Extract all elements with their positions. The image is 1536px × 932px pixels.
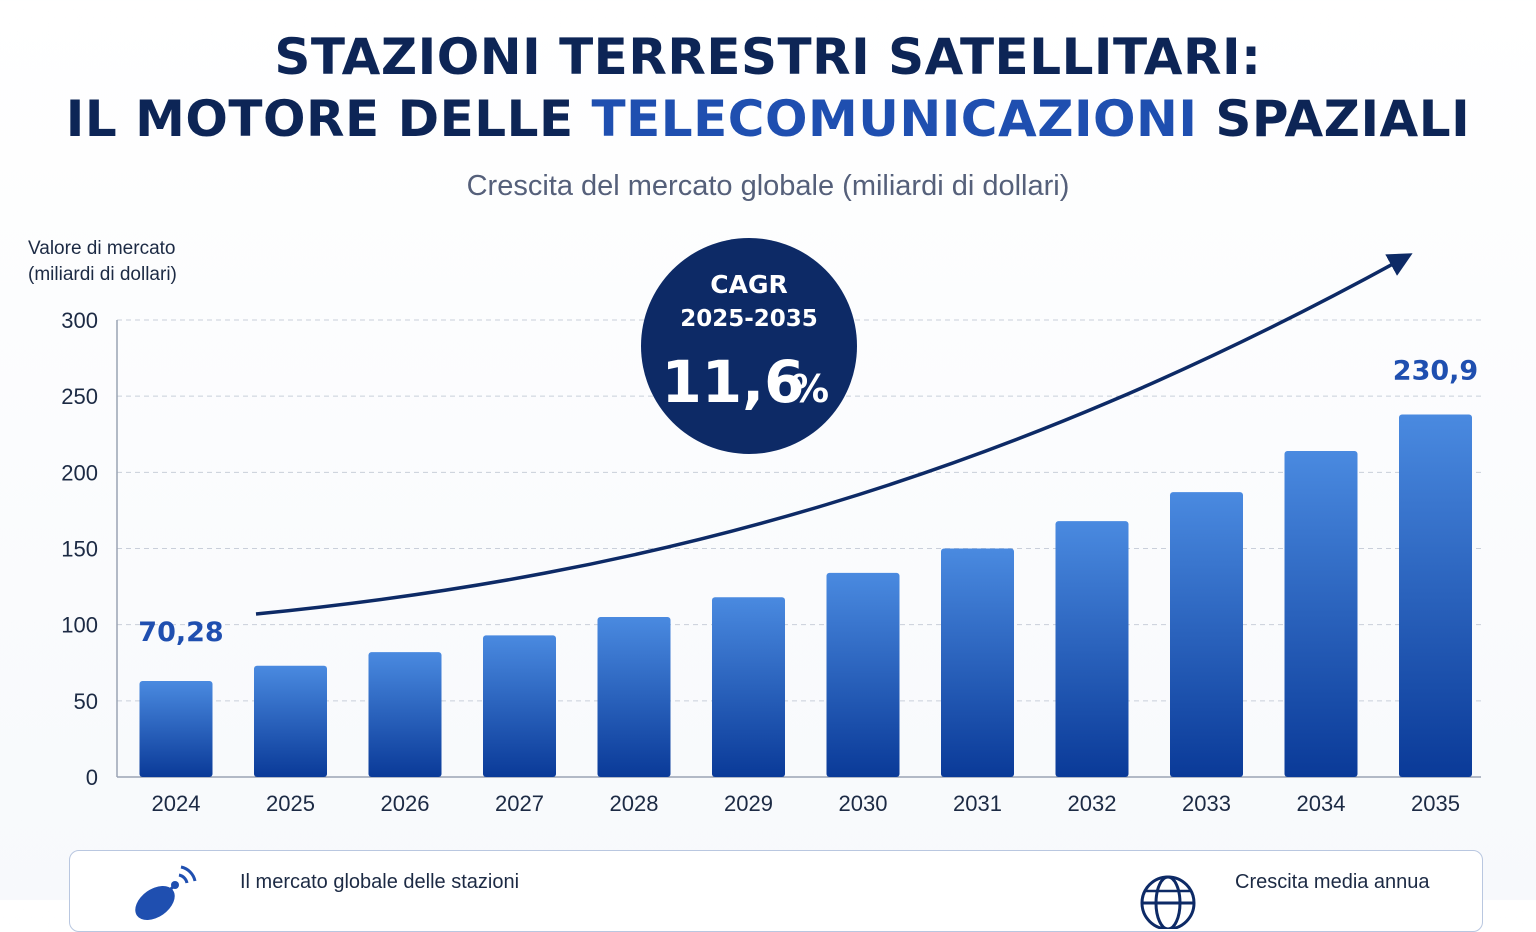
cagr-period: 2025-2035 [680, 306, 818, 332]
satellite-dish-icon [135, 865, 197, 921]
x-tick-label: 2024 [152, 791, 201, 816]
bar-2029 [712, 597, 785, 777]
y-tick-label: 50 [74, 689, 98, 714]
y-tick-label: 250 [61, 384, 98, 409]
cagr-label: CAGR [710, 270, 787, 299]
footer-panel: Il mercato globale delle stazioni Cresci… [69, 850, 1483, 932]
chart-subtitle: Crescita del mercato globale (miliardi d… [466, 170, 1070, 202]
x-tick-label: 2026 [381, 791, 430, 816]
globe-icon [1140, 875, 1196, 929]
x-tick-label: 2029 [724, 791, 773, 816]
x-tick-label: 2035 [1411, 791, 1460, 816]
x-tick-label: 2030 [839, 791, 888, 816]
cagr-unit: % [791, 367, 829, 411]
bar-2027 [483, 635, 556, 777]
title-line-1: STAZIONI TERRESTRI SATELLITARI: [274, 28, 1262, 86]
footer-text-left: Il mercato globale delle stazioni [240, 871, 520, 893]
data-label: 230,9 [1393, 355, 1478, 386]
title-line-2-post: SPAZIALI [1197, 90, 1471, 148]
title-line-2: IL MOTORE DELLE TELECOMUNICAZIONI SPAZIA… [0, 90, 1536, 148]
y-tick-label: 100 [61, 613, 98, 638]
x-tick-label: 2025 [266, 791, 315, 816]
trend-arrow [255, 253, 1413, 616]
bar-2031 [941, 548, 1014, 777]
y-tick-label: 0 [86, 765, 98, 790]
bar-2034 [1284, 451, 1358, 777]
title-line-2-accent: TELECOMUNICAZIONI [591, 90, 1198, 148]
y-tick-label: 200 [61, 460, 98, 485]
y-axis-label-line-2: (miliardi di dollari) [28, 264, 177, 285]
y-axis-label: Valore di mercato (miliardi di dollari) [28, 236, 177, 288]
bar-2033 [1170, 492, 1243, 777]
y-tick-label: 150 [61, 537, 98, 562]
data-label: 70,28 [138, 617, 223, 648]
bar-2024 [139, 681, 213, 777]
bar-2026 [368, 652, 442, 777]
y-tick-label: 300 [61, 308, 98, 333]
x-tick-label: 2027 [495, 791, 544, 816]
bar-chart: 0 50 100 150 200 250 300 2024 2025 2026 2027 2028 20… [61, 238, 1481, 816]
title-line-2-pre: IL MOTORE DELLE [65, 90, 592, 148]
footer-text-right: Crescita media annua [1235, 871, 1430, 893]
bar-2025 [254, 665, 327, 777]
y-axis-label-line-1: Valore di mercato [28, 238, 176, 259]
x-tick-label: 2033 [1182, 791, 1231, 816]
cagr-value: 11,6 [661, 348, 804, 416]
bar-2032 [1055, 521, 1129, 777]
cagr-badge: CAGR 2025-2035 11,6 % [641, 238, 857, 454]
cagr-badge-circle [641, 238, 857, 454]
x-tick-label: 2034 [1297, 791, 1346, 816]
bar-2030 [826, 572, 900, 777]
bar-2028 [597, 617, 671, 777]
bar-2035 [1399, 414, 1472, 777]
x-tick-label: 2031 [953, 791, 1002, 816]
x-tick-label: 2032 [1068, 791, 1117, 816]
x-tick-label: 2028 [610, 791, 659, 816]
